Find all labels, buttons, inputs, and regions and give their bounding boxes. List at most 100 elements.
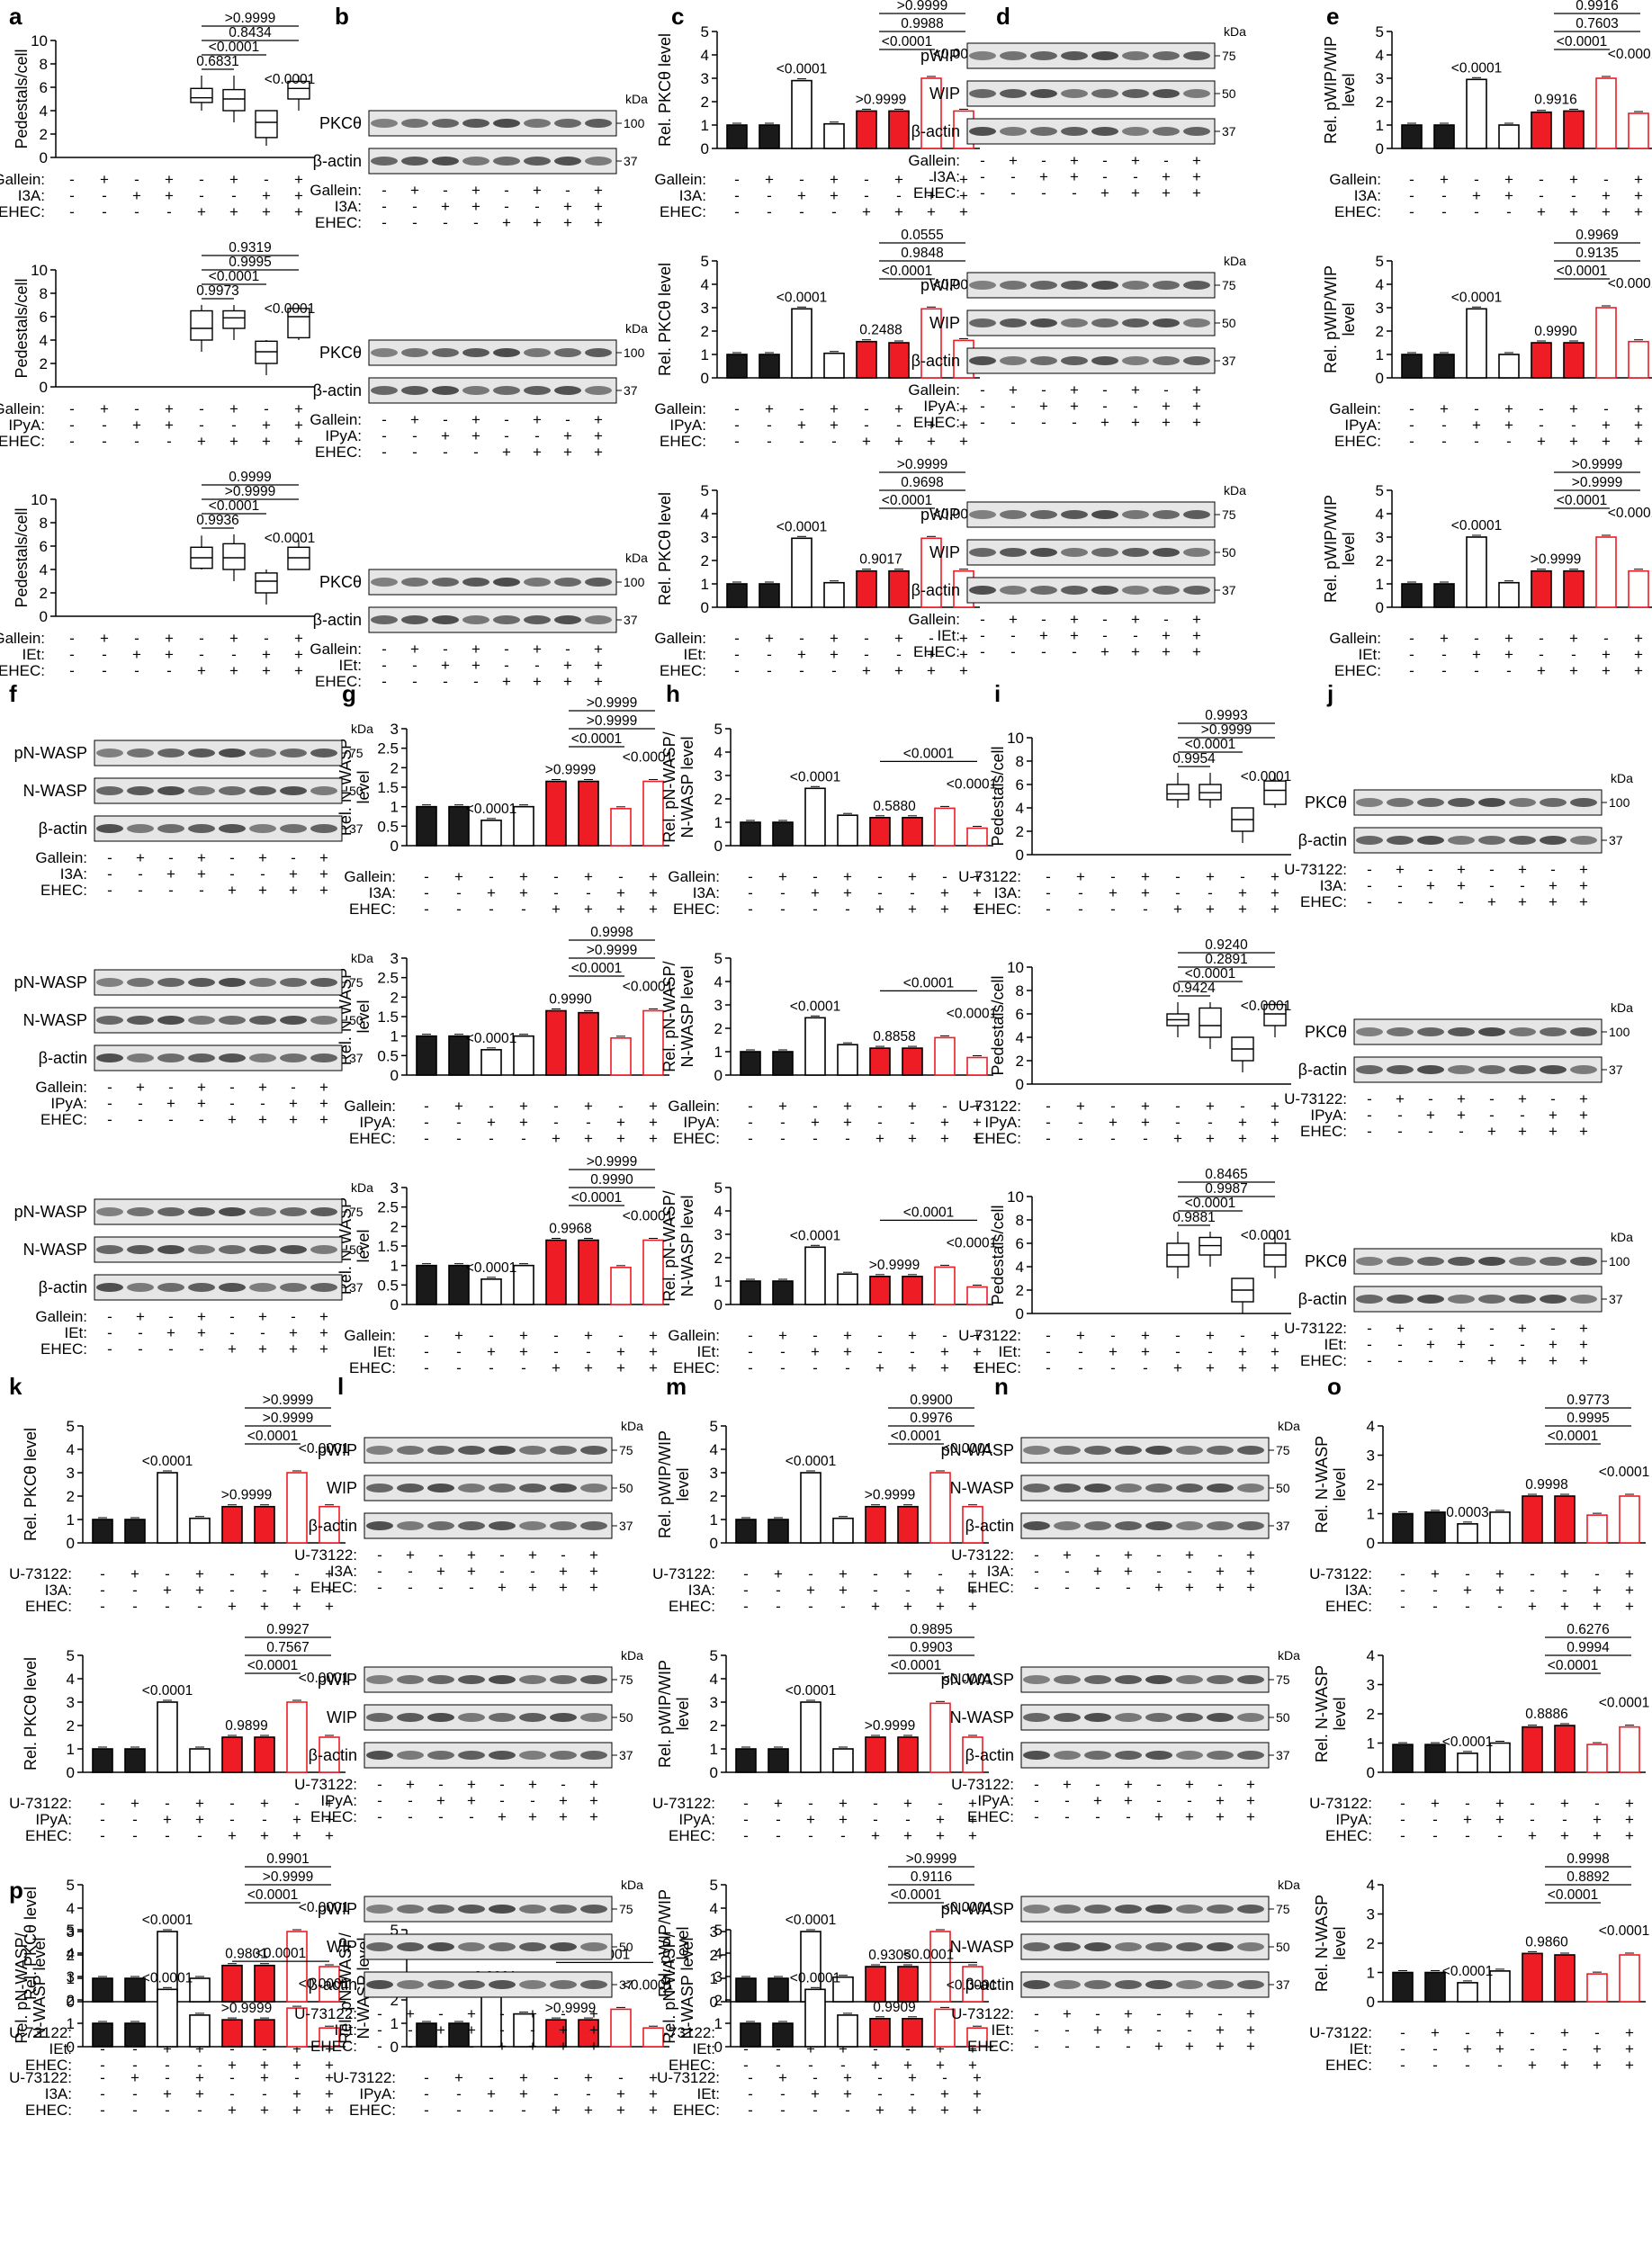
treatment-row-label: U-73122: xyxy=(9,2069,72,2086)
treatment-sign: + xyxy=(908,868,917,885)
blot-row-label: pN-WASP xyxy=(14,1203,87,1221)
blot-band xyxy=(519,1521,546,1530)
treatment-sign: + xyxy=(594,182,603,199)
treatment-sign: - xyxy=(864,630,869,647)
blot-band xyxy=(397,1905,424,1914)
treatment-sign: - xyxy=(767,187,772,204)
treatment-sign: + xyxy=(649,901,658,918)
treatment-sign: + xyxy=(1185,1808,1194,1825)
comparison-label: >0.9999 xyxy=(587,1154,637,1170)
blot-band xyxy=(1478,836,1505,845)
y-tick-label: 1 xyxy=(391,799,399,816)
treatment-sign: - xyxy=(1603,171,1609,188)
y-tick-label: 3 xyxy=(714,767,723,784)
treatment-sign: + xyxy=(973,2102,982,2119)
bar xyxy=(319,1966,340,2003)
treatment-row-label: U-73122: xyxy=(1309,1795,1372,1812)
bar xyxy=(865,1505,886,1544)
comparison-label: 0.9916 xyxy=(1576,0,1618,13)
treatment-row-label: EHEC: xyxy=(1325,2057,1372,2074)
blot-band xyxy=(1084,1980,1111,1989)
treatment-sign: - xyxy=(1034,2038,1039,2055)
treatment-sign: + xyxy=(1528,1827,1537,1844)
treatment-row-label: IPyA: xyxy=(1344,417,1381,434)
treatment-sign: + xyxy=(325,2040,334,2057)
treatment-sign: - xyxy=(743,1598,749,1615)
blot-band xyxy=(127,1016,154,1025)
blot-band xyxy=(280,1053,307,1062)
treatment-sign: - xyxy=(382,641,387,658)
mw-label: 100 xyxy=(1609,1254,1630,1268)
treatment-sign: + xyxy=(968,1582,977,1599)
treatment-sign: - xyxy=(1432,1827,1438,1844)
treatment-sign: - xyxy=(199,882,204,899)
bar xyxy=(221,1964,243,2003)
comparison-label: 0.9240 xyxy=(1205,937,1248,953)
treatment-sign: + xyxy=(1495,2040,1504,2057)
treatment-sign: - xyxy=(618,1098,624,1115)
treatment-row-label: EHEC: xyxy=(974,1359,1021,1376)
treatment-sign: - xyxy=(780,2102,786,2119)
blot-band xyxy=(458,1446,485,1455)
treatment-sign: - xyxy=(1497,2057,1503,2074)
mw-label: 37 xyxy=(619,1977,633,1992)
y-axis-label: Rel. N-WASPlevel xyxy=(1313,1895,1349,1992)
treatment-sign: - xyxy=(1520,1107,1525,1124)
treatment-sign: - xyxy=(896,417,902,434)
stat-label: <0.0001 xyxy=(942,1900,992,1915)
treatment-sign: - xyxy=(767,417,772,434)
treatment-sign: - xyxy=(743,2040,749,2057)
y-tick-label: 0 xyxy=(391,1296,399,1313)
blot-band xyxy=(1237,1905,1264,1914)
treatment-sign: + xyxy=(936,1598,945,1615)
blot-row-label: pN-WASP xyxy=(941,1900,1014,1918)
bar-chart-k-IEt: 012345<0.00010.9801<0.0001<0.0001>0.9999… xyxy=(9,1851,349,2074)
treatment-sign: + xyxy=(968,1827,977,1844)
treatment-sign: - xyxy=(561,2005,566,2022)
kda-label: kDa xyxy=(1611,1000,1633,1015)
treatment-sign: + xyxy=(778,2069,787,2086)
stat-label: >0.9999 xyxy=(545,763,596,778)
blot-band xyxy=(1417,798,1444,807)
treatment-sign: + xyxy=(940,2102,949,2119)
treatment-sign: + xyxy=(1431,2024,1440,2041)
comparison-label: <0.0001 xyxy=(1185,737,1235,752)
treatment-sign: + xyxy=(1238,1343,1247,1360)
blot-band xyxy=(96,786,123,795)
bar xyxy=(837,1273,858,1305)
treatment-row-label: U-73122: xyxy=(1284,1320,1347,1337)
bar xyxy=(610,1267,632,1305)
stat-label: <0.0001 xyxy=(142,1970,193,1986)
treatment-sign: - xyxy=(382,182,387,199)
blot-band xyxy=(1000,318,1027,327)
treatment-sign: + xyxy=(589,1546,598,1564)
y-tick-label: 0 xyxy=(710,1994,718,2011)
treatment-sign: - xyxy=(813,868,818,885)
bar xyxy=(416,1264,437,1305)
bar-chart-k-I3A: 012345<0.0001>0.9999<0.0001<0.0001>0.999… xyxy=(9,1393,349,1615)
treatment-sign: - xyxy=(1143,901,1148,918)
treatment-sign: + xyxy=(528,1546,537,1564)
treatment-sign: - xyxy=(1187,1563,1192,1580)
treatment-sign: + xyxy=(903,1565,912,1582)
treatment-sign: - xyxy=(165,2102,170,2119)
treatment-sign: - xyxy=(1102,398,1108,415)
treatment-sign: - xyxy=(1240,1327,1245,1344)
blot-band xyxy=(462,386,489,395)
treatment-sign: + xyxy=(1070,381,1079,399)
treatment-sign: + xyxy=(839,1811,848,1828)
treatment-sign: - xyxy=(1465,1795,1470,1812)
blot-band xyxy=(1023,1521,1050,1530)
treatment-sign: - xyxy=(168,1079,174,1096)
blot-band xyxy=(371,348,398,357)
treatment-sign: + xyxy=(559,2038,568,2055)
blot-band xyxy=(1153,356,1180,365)
blot-band xyxy=(458,1675,485,1684)
treatment-sign: - xyxy=(734,400,740,417)
blot-band xyxy=(1122,548,1149,557)
treatment-sign: - xyxy=(780,1130,786,1147)
blot-band xyxy=(1115,1751,1142,1760)
treatment-sign: - xyxy=(1441,187,1447,204)
treatment-sign: - xyxy=(1175,1114,1181,1131)
